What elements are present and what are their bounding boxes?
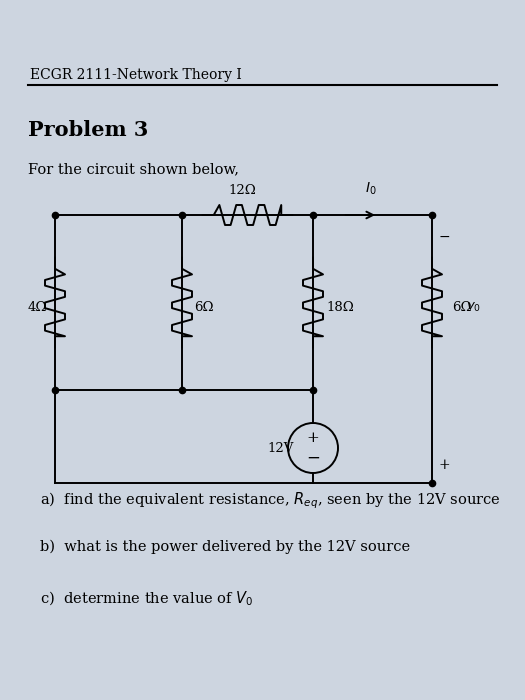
Text: +: +	[307, 431, 319, 445]
Text: Problem 3: Problem 3	[28, 120, 149, 140]
Text: 4Ω: 4Ω	[27, 301, 47, 314]
Text: b)  what is the power delivered by the 12V source: b) what is the power delivered by the 12…	[40, 540, 410, 554]
Text: $v_0$: $v_0$	[466, 301, 481, 314]
Text: −: −	[438, 230, 450, 244]
Text: For the circuit shown below,: For the circuit shown below,	[28, 162, 239, 176]
Text: 18Ω: 18Ω	[326, 301, 354, 314]
Text: 6Ω: 6Ω	[452, 301, 471, 314]
Text: 12V: 12V	[268, 442, 294, 454]
Text: −: −	[306, 449, 320, 466]
Text: 12Ω: 12Ω	[228, 184, 256, 197]
Text: $I_0$: $I_0$	[365, 181, 376, 197]
Text: +: +	[438, 458, 450, 472]
Text: 6Ω: 6Ω	[194, 301, 214, 314]
Text: c)  determine the value of $V_0$: c) determine the value of $V_0$	[40, 590, 254, 608]
Text: ECGR 2111-Network Theory I: ECGR 2111-Network Theory I	[30, 68, 242, 82]
Text: a)  find the equivalent resistance, $R_{eq}$, seen by the 12V source: a) find the equivalent resistance, $R_{e…	[40, 490, 501, 510]
